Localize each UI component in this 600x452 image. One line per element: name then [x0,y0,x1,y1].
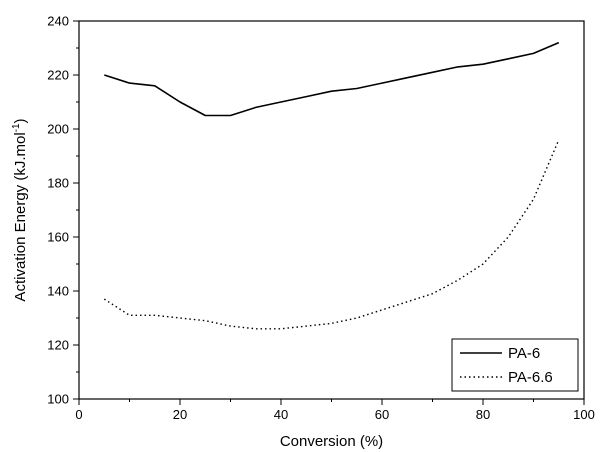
y-axis-title-main: Activation Energy (kJ.mol [12,132,29,301]
y-tick-label: 140 [47,284,69,299]
series-line-pa-6-6 [103,139,560,330]
y-axis-title-superscript: -1 [11,123,22,132]
y-axis-title-close: ) [12,118,29,123]
y-tick-label: 180 [47,176,69,191]
x-tick-label: 100 [573,407,595,422]
series-line-pa-6 [104,41,560,117]
x-tick-label: 20 [173,407,187,422]
x-tick-label: 80 [476,407,490,422]
plot-frame [78,20,585,400]
legend-label-pa-6-6: PA-6.6 [508,369,553,386]
y-tick-label: 200 [47,122,69,137]
y-tick-label: 220 [47,68,69,83]
x-tick-label: 0 [75,407,82,422]
x-axis-title: Conversion (%) [280,433,383,450]
y-axis-title: Activation Energy (kJ.mol-1) [11,118,29,301]
x-tick-label: 40 [274,407,288,422]
y-tick-label: 100 [47,392,69,407]
legend-label-pa-6: PA-6 [508,345,540,362]
series-layer [103,41,560,330]
major-ticks [73,20,585,405]
x-tick-label: 60 [375,407,389,422]
legend: PA-6 PA-6.6 [451,338,579,392]
tick-labels: 0 20 40 60 80 100 100 120 140 160 180 200 220 240 [47,14,595,423]
y-tick-label: 240 [47,14,69,29]
y-tick-label: 120 [47,338,69,353]
legend-box [451,338,579,392]
y-tick-label: 160 [47,230,69,245]
